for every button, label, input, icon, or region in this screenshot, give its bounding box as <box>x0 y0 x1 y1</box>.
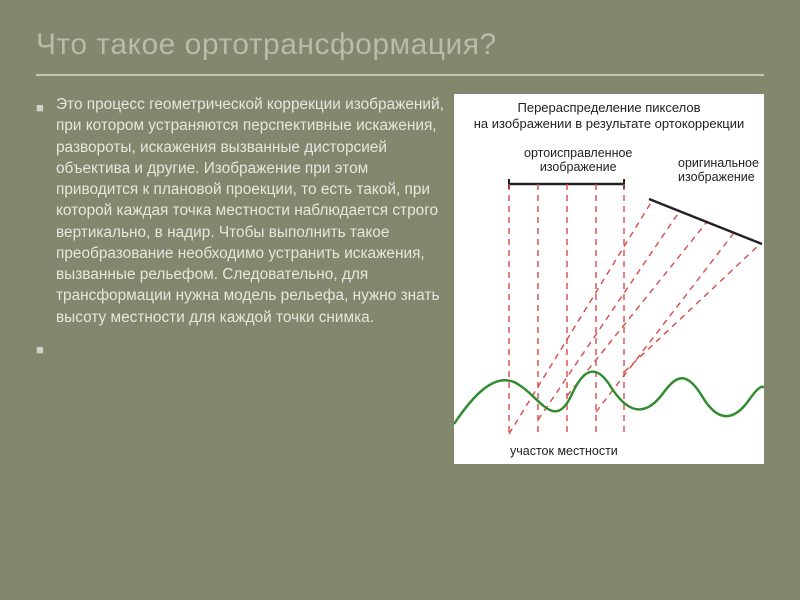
slide-title: Что такое ортотрансформация? <box>36 28 764 62</box>
ortho-diagram: Перераспределение пикселов на изображени… <box>454 94 764 464</box>
bullet-item-2: ■ <box>36 336 444 359</box>
diagram-svg <box>454 94 764 464</box>
bullet-item-1: ■ Это процесс геометрической коррекции и… <box>36 94 444 328</box>
figure-column: Перераспределение пикселов на изображени… <box>454 94 764 464</box>
slide: Что такое ортотрансформация? ■ Это проце… <box>0 0 800 600</box>
body-text: Это процесс геометрической коррекции изо… <box>56 94 444 328</box>
body-text-empty <box>56 336 444 359</box>
text-column: ■ Это процесс геометрической коррекции и… <box>36 94 444 464</box>
title-divider <box>36 74 764 76</box>
content-row: ■ Это процесс геометрической коррекции и… <box>36 94 764 464</box>
bullet-icon: ■ <box>36 336 46 359</box>
bullet-icon: ■ <box>36 94 46 328</box>
